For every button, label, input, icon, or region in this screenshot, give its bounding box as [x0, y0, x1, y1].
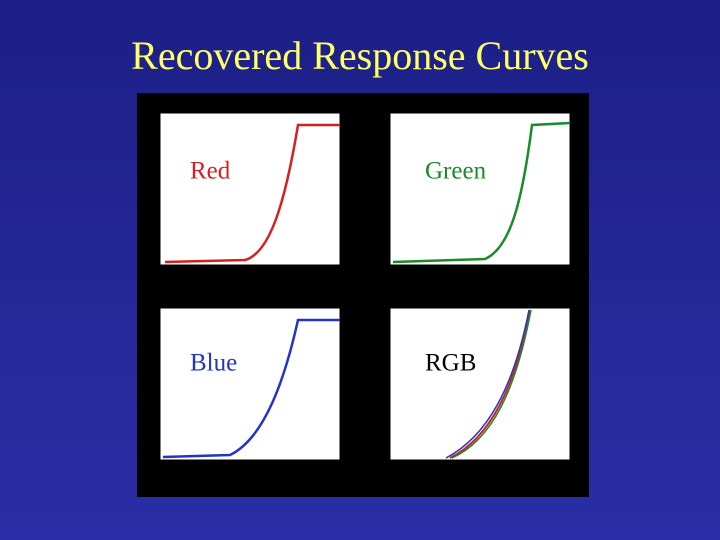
plot-red — [155, 112, 341, 270]
panel-label: Blue — [190, 350, 237, 377]
panel-label: Green — [425, 158, 487, 185]
plot-green — [385, 112, 571, 270]
panel-label: RGB — [425, 350, 476, 377]
panel-label: Red — [190, 158, 231, 185]
plot-rgb — [385, 307, 571, 465]
slide-title: Recovered Response Curves — [131, 33, 589, 78]
plot-blue — [155, 307, 341, 465]
